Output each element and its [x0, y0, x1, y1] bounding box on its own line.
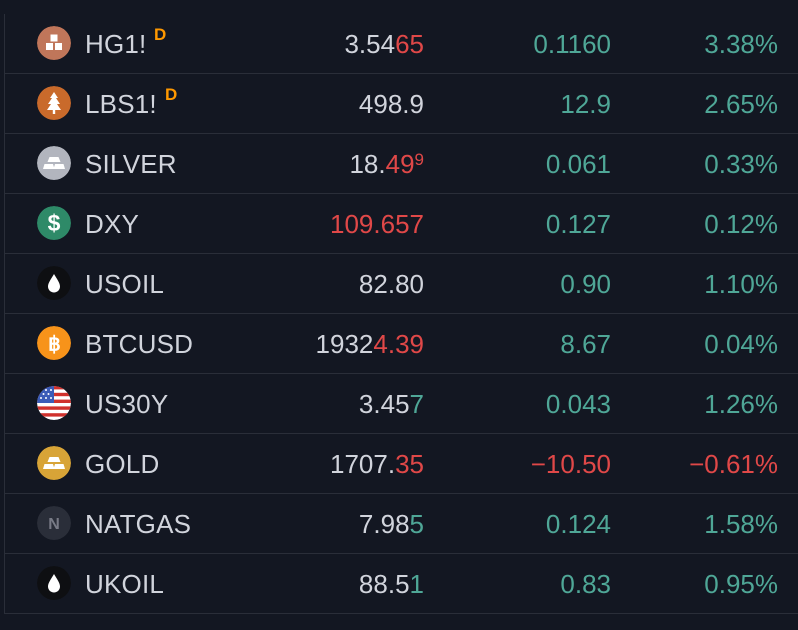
- last-price: 1707.35: [330, 434, 424, 494]
- oil-drop-icon: [37, 266, 71, 300]
- delayed-badge: D: [154, 25, 167, 44]
- us-flag-icon: [37, 386, 71, 420]
- lumber-tree-icon: [37, 86, 71, 120]
- last-price-main: 7.98: [358, 509, 410, 539]
- watchlist-row-gold[interactable]: GOLD 1707.35 −10.50 −0.61%: [5, 434, 798, 494]
- last-price-tail: 65: [395, 29, 424, 59]
- change-value: 8.67: [560, 329, 611, 359]
- last-price-tail: 4.39: [373, 329, 424, 359]
- symbol-name: UKOIL: [85, 569, 165, 599]
- last-price-main: 3.54: [344, 29, 396, 59]
- last-price-tail: 7: [409, 389, 424, 419]
- last-price-tail: 35: [395, 449, 424, 479]
- watchlist-row-silver[interactable]: SILVER 18.499 0.061 0.33%: [5, 134, 798, 194]
- change-value: 0.061: [545, 149, 611, 179]
- last-price: 109.657: [330, 194, 424, 254]
- change-percent: 1.58%: [704, 509, 778, 539]
- last-price-tail: 49: [385, 149, 415, 179]
- last-price: 88.51: [359, 554, 424, 614]
- symbol-name: SILVER: [85, 149, 177, 179]
- last-price-tail: 5: [409, 509, 424, 539]
- change-value: 0.124: [545, 509, 611, 539]
- watchlist: HG1! D 3.5465 0.1160 3.38% LBS1! D 498.9…: [4, 14, 798, 614]
- last-price-main: 1932: [315, 329, 374, 359]
- symbol-name: US30Y: [85, 389, 169, 419]
- change-percent: 2.65%: [704, 89, 778, 119]
- change-value: 0.90: [560, 269, 611, 299]
- last-price-main: 18.: [349, 149, 386, 179]
- bitcoin-icon: ฿: [37, 326, 71, 360]
- change-percent: 0.95%: [704, 569, 778, 599]
- last-price: 498.9: [359, 74, 424, 134]
- change-value: 0.043: [545, 389, 611, 419]
- last-price: 82.80: [359, 254, 424, 314]
- change-percent: 0.12%: [704, 209, 778, 239]
- svg-text:$: $: [48, 210, 61, 236]
- change-value: 12.9: [560, 89, 611, 119]
- watchlist-row-dxy[interactable]: $ DXY 109.657 0.127 0.12%: [5, 194, 798, 254]
- last-price: 19324.39: [316, 314, 424, 374]
- copper-icon: [37, 26, 71, 60]
- change-value: −10.50: [530, 449, 611, 479]
- last-price: 3.5465: [344, 14, 424, 74]
- oil-drop-icon: [37, 566, 71, 600]
- watchlist-row-usoil[interactable]: USOIL 82.80 0.90 1.10%: [5, 254, 798, 314]
- symbol-name: DXY: [85, 209, 140, 239]
- watchlist-row-btcusd[interactable]: ฿ BTCUSD 19324.39 8.67 0.04%: [5, 314, 798, 374]
- silver-bar-icon: [37, 146, 71, 180]
- symbol-name: HG1!: [85, 29, 147, 59]
- last-price-main: 88.5: [358, 569, 410, 599]
- symbol-name: LBS1!: [85, 89, 157, 119]
- last-price-tail: 1: [409, 569, 424, 599]
- last-price: 3.457: [359, 374, 424, 434]
- gold-bar-icon: [37, 446, 71, 480]
- symbol-name: NATGAS: [85, 509, 192, 539]
- symbol-name: GOLD: [85, 449, 160, 479]
- change-value: 0.1160: [533, 29, 611, 59]
- symbol-name: USOIL: [85, 269, 165, 299]
- last-price-superscript: 9: [414, 150, 424, 169]
- dollar-icon: $: [37, 206, 71, 240]
- watchlist-row-hg1[interactable]: HG1! D 3.5465 0.1160 3.38%: [5, 14, 798, 74]
- symbol-name: BTCUSD: [85, 329, 194, 359]
- last-price: 18.499: [349, 134, 424, 194]
- svg-text:฿: ฿: [48, 334, 61, 356]
- watchlist-row-natgas[interactable]: N NATGAS 7.985 0.124 1.58%: [5, 494, 798, 554]
- change-percent: 1.10%: [704, 269, 778, 299]
- last-price-main: 1707.: [330, 449, 396, 479]
- change-percent: −0.61%: [689, 449, 778, 479]
- change-value: 0.127: [545, 209, 611, 239]
- last-price-main: 3.45: [358, 389, 410, 419]
- watchlist-row-us30y[interactable]: US30Y 3.457 0.043 1.26%: [5, 374, 798, 434]
- delayed-badge: D: [165, 85, 178, 104]
- change-percent: 1.26%: [704, 389, 778, 419]
- change-value: 0.83: [560, 569, 611, 599]
- natgas-n-icon: N: [37, 506, 71, 540]
- last-price-main: 82.80: [358, 269, 424, 299]
- watchlist-row-ukoil[interactable]: UKOIL 88.51 0.83 0.95%: [5, 554, 798, 614]
- change-percent: 3.38%: [704, 29, 778, 59]
- svg-text:N: N: [48, 516, 60, 533]
- last-price-main: 498.9: [358, 89, 424, 119]
- change-percent: 0.33%: [704, 149, 778, 179]
- last-price: 7.985: [359, 494, 424, 554]
- watchlist-row-lbs1[interactable]: LBS1! D 498.9 12.9 2.65%: [5, 74, 798, 134]
- last-price-tail: 109.657: [330, 209, 424, 239]
- change-percent: 0.04%: [704, 329, 778, 359]
